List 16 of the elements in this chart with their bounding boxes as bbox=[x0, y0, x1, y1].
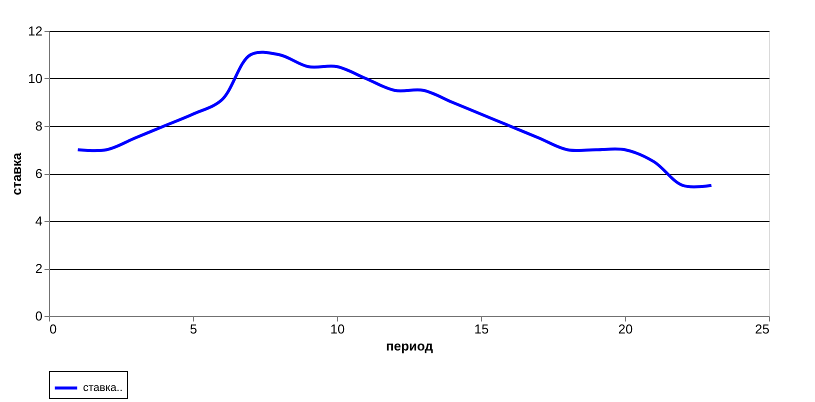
y-tick-label: 4 bbox=[35, 214, 42, 228]
x-tick-label: 25 bbox=[755, 322, 770, 336]
y-tick-label: 8 bbox=[35, 118, 42, 134]
x-tick-label: 5 bbox=[190, 322, 198, 336]
y-tick-label: 2 bbox=[35, 261, 42, 276]
y-axis-title: ставка bbox=[9, 152, 24, 196]
y-tick-label: 12 bbox=[28, 24, 42, 38]
y-tick-label: 10 bbox=[28, 71, 42, 86]
x-tick-label: 0 bbox=[50, 322, 57, 336]
x-axis-title: период bbox=[386, 338, 434, 354]
x-tick-label: 10 bbox=[330, 322, 345, 336]
legend-label: ставка.. bbox=[83, 382, 123, 394]
y-tick-label: 0 bbox=[35, 308, 42, 324]
x-tick-label: 20 bbox=[618, 322, 633, 336]
x-tick-label: 15 bbox=[474, 322, 489, 336]
y-tick-label: 6 bbox=[35, 166, 42, 181]
